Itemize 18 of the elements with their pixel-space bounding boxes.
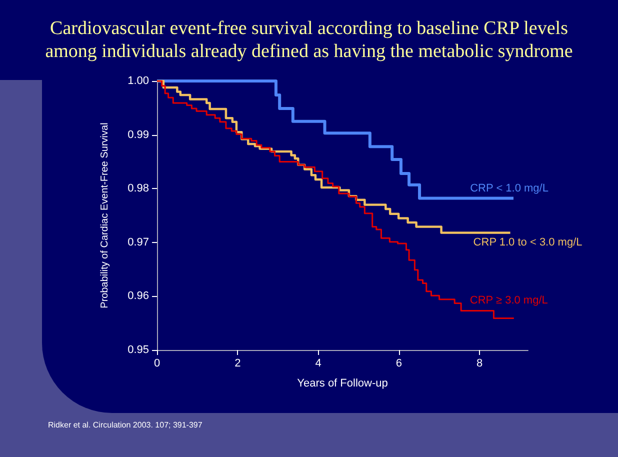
series-label: CRP < 1.0 mg/L <box>470 182 548 194</box>
y-tick-label: 0.99 <box>128 128 149 141</box>
text: Ridker et al. Circulation 2003. 107; 391-397 <box>48 420 203 430</box>
y-tick-label: 1.00 <box>128 75 149 87</box>
x-tick-label: 6 <box>396 358 402 370</box>
x-tick-label: 0 <box>154 358 160 370</box>
x-tick-label: 2 <box>234 358 241 370</box>
y-axis-title: Probability of Cardiac Event-Free Survival <box>100 122 110 308</box>
x-axis-title: Years of Follow-up <box>297 378 388 390</box>
y-tick-label: 0.97 <box>128 236 149 248</box>
chart-title: Cardiovascular event-free survival according to baseline CRP levels among individuals already defined as having the metabolic syndrome <box>45 18 573 62</box>
series-label: CRP 1.0 to < 3.0 mg/L <box>473 236 582 249</box>
x-tick-label: 8 <box>476 358 483 370</box>
x-tick-label: 4 <box>315 358 322 370</box>
y-tick-label: 0.95 <box>128 344 149 356</box>
y-tick-label: 0.96 <box>128 290 149 302</box>
y-tick-label: 0.98 <box>128 182 149 195</box>
series-label: CRP ≥ 3.0 mg/L <box>470 294 548 306</box>
